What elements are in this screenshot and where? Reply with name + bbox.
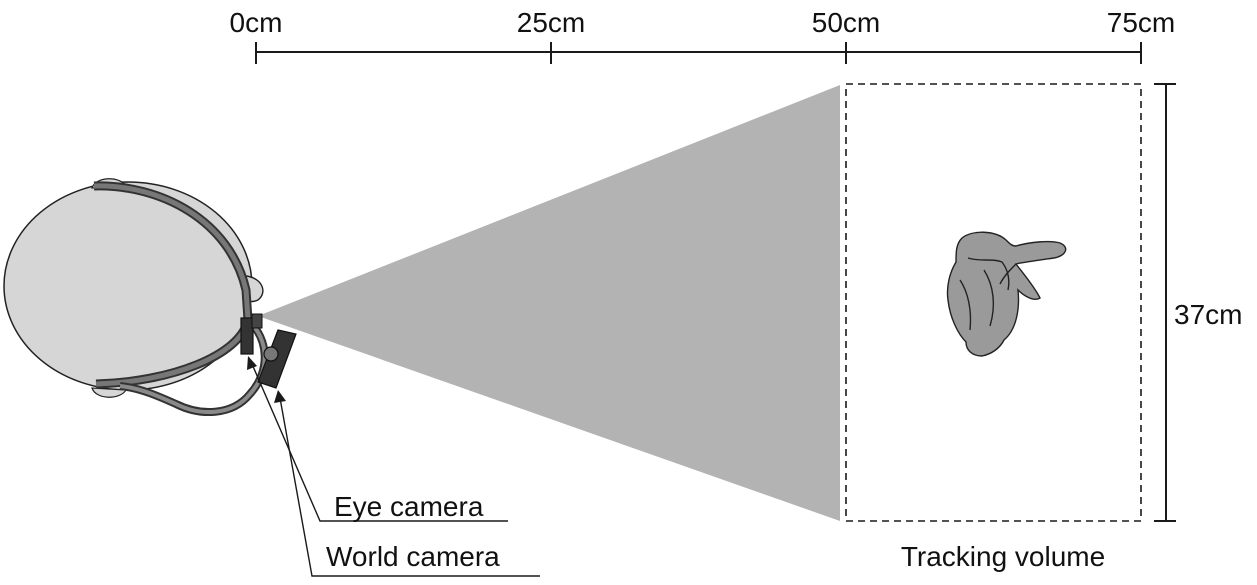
tracking-volume-box [845, 83, 1142, 522]
camera-field-of-view-cone [258, 85, 840, 521]
scale-label-25cm: 25cm [517, 7, 585, 38]
head-icon [3, 178, 264, 398]
world-camera-icon [257, 329, 297, 389]
world-camera-callout [274, 390, 540, 577]
tracking-volume-height-dimension [1154, 83, 1176, 522]
world-camera-label: World camera [326, 541, 500, 572]
eye-camera-icon [240, 313, 263, 355]
eye-camera-label: Eye camera [334, 491, 484, 522]
tracked-object-icon [946, 231, 1067, 357]
scale-label-0cm: 0cm [230, 7, 283, 38]
eye-camera-callout [247, 356, 508, 522]
scale-label-75cm: 75cm [1107, 7, 1175, 38]
tracking-volume-height-label: 37cm [1174, 299, 1242, 330]
tracking-volume-caption: Tracking volume [901, 541, 1105, 572]
scale-label-50cm: 50cm [812, 7, 880, 38]
distance-scale: 0cm 25cm 50cm 75cm [230, 7, 1175, 64]
